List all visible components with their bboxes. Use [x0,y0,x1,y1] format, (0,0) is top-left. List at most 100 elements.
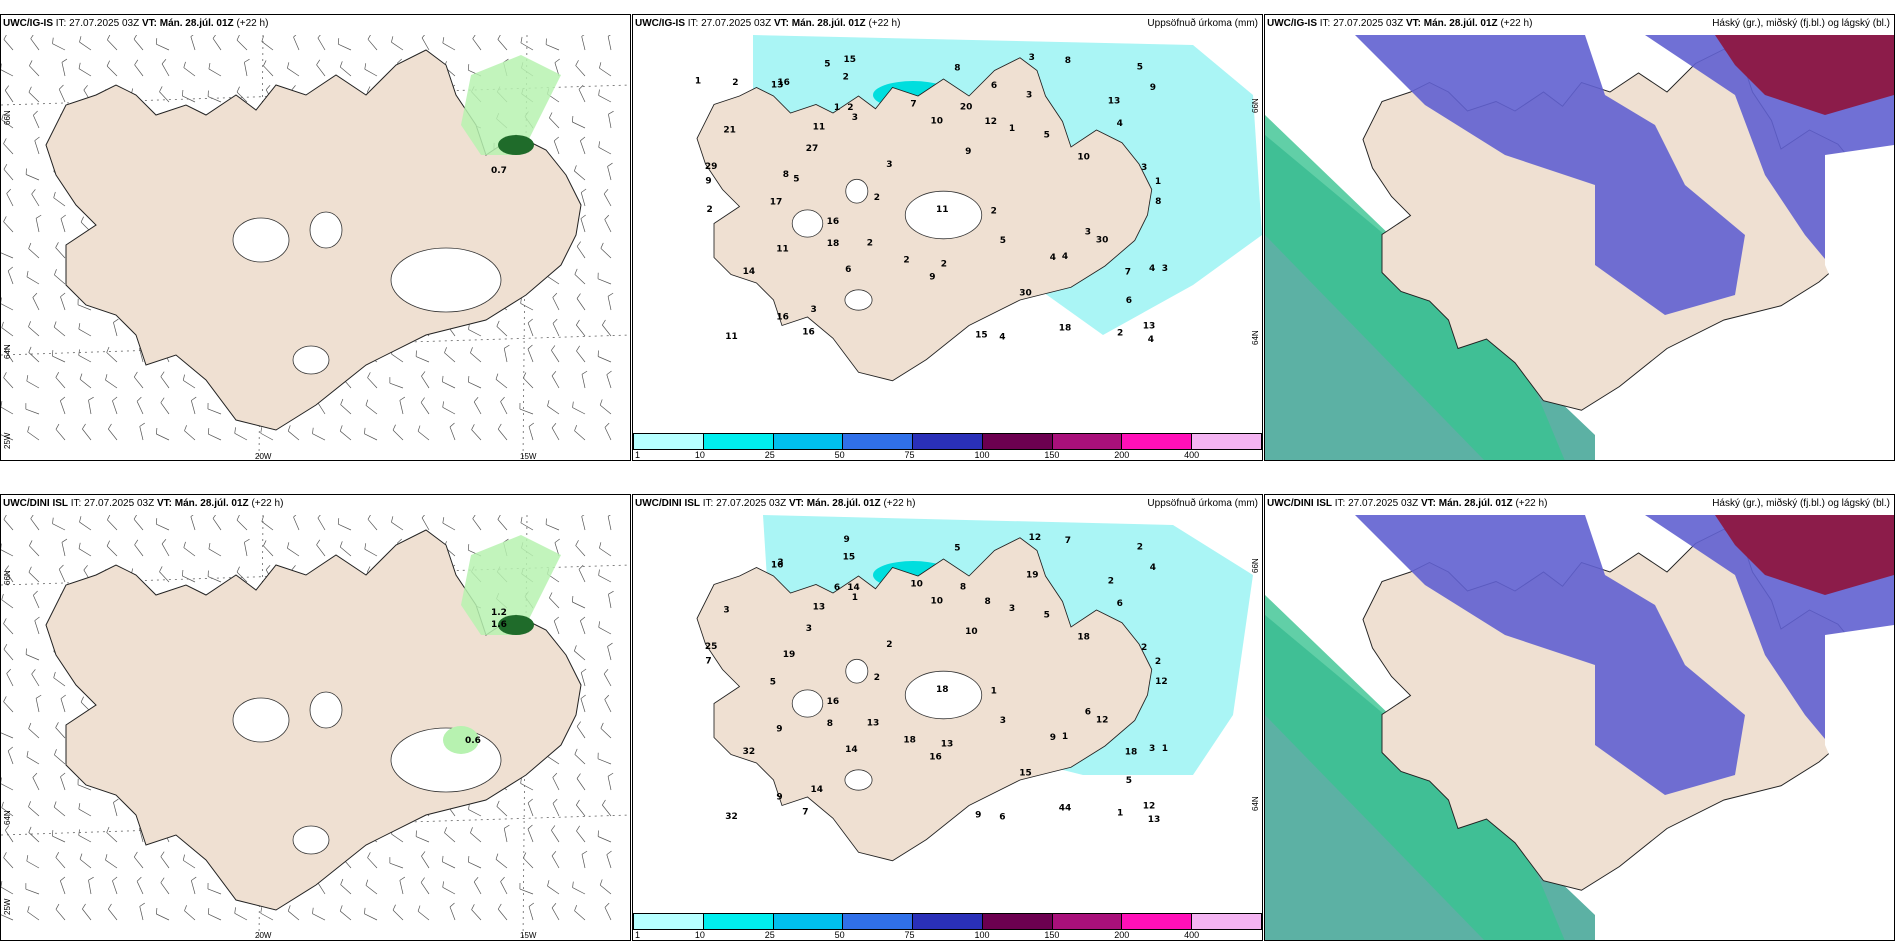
wind-barb-flag [552,772,558,778]
wind-barb [597,356,612,363]
wind-barb [54,274,66,285]
wind-barb [389,862,404,869]
wind-barb [133,38,144,51]
wind-barb-flag [208,542,211,550]
wind-barb-flag [442,375,444,382]
wind-barb-flag [133,371,138,378]
wind-barb-flag [367,372,371,378]
cloud-panel-top: UWC/IG-IS IT: 27.07.2025 03Z VT: Mán. 28… [1264,14,1895,461]
wind-barb-flag [417,425,421,432]
precip-value: 3 [1149,744,1155,754]
wind-barb [107,519,118,531]
precip-value: 10 [1077,152,1090,162]
wind-barb [551,375,560,389]
precip-value: 2 [886,640,892,650]
precip-value: 30 [1019,289,1032,299]
wind-barb-flag [159,86,163,92]
wind-barb [364,68,378,77]
wind-barb-flag [26,750,29,757]
wind-barb-flag [573,645,577,652]
wind-barb [497,519,508,531]
wind-barb [572,887,586,895]
low-cloud [1265,515,1595,940]
wind-barb [53,806,66,817]
precip-value: 4 [999,332,1005,342]
wind-barb [603,193,612,207]
wind-barb [183,547,196,557]
wind-barb-flag [55,423,60,430]
wind-barb [31,193,40,207]
wind-barb-flag [574,748,578,755]
precip-value: 8 [1155,197,1161,207]
high-cloud [1355,35,1745,315]
wind-barb-flag [134,59,139,66]
wind-barb-flag [7,266,13,272]
precip-value: 2 [1155,657,1161,667]
precip-value: 14 [811,785,824,795]
wind-barb-flag [88,876,94,881]
wind-barb [545,44,560,51]
lon-label-25w: 25W [3,432,12,449]
precip-value: 9 [705,176,711,186]
precip-value: 17 [770,198,783,208]
wind-barb-flag [1,321,4,328]
wind-barb [5,350,14,363]
wind-barb-flag [600,722,604,729]
wind-barb-flag [3,696,7,702]
wind-barb-flag [287,425,291,432]
wind-barb [28,92,40,103]
glacier [390,247,502,313]
wind-barb-flag [54,749,57,756]
wind-barb [88,400,92,415]
wind-barb-flag [397,538,402,544]
wind-barb-flag [607,292,614,297]
wind-barb-flag [6,668,11,674]
wind-barb [26,756,40,765]
wind-barb-flag [470,347,473,353]
precip-value: 9 [776,725,782,735]
wind-barb [367,39,378,51]
wind-barb [607,776,612,791]
wind-barb-flag [79,373,83,380]
wind-barb-flag [442,401,444,408]
wind-barb [31,673,40,687]
wind-barb-flag [234,907,236,914]
precip-value: 2 [903,256,909,266]
wind-barb [53,326,66,337]
precip-value: 3 [1009,604,1015,614]
precip-value: 7 [1065,536,1071,546]
wind-barb [338,43,352,51]
wind-barb-flag [391,516,394,523]
glacier [844,769,873,791]
wind-barb-flag [108,423,112,430]
wind-barb-flag [28,86,32,93]
wind-barb [523,857,534,869]
wind-barb-flag [33,590,38,596]
precip-value: 9 [975,810,981,820]
wind-barb-flag [367,35,371,40]
wind-barb [28,326,40,337]
wind-barb-flag [399,876,406,881]
wind-barb-flag [106,826,110,833]
wind-barb [32,595,40,609]
colorbar-swatch [913,434,983,449]
wind-barb [340,404,352,415]
lon-label-20w: 20W [255,452,272,461]
wind-barb-flag [60,214,66,219]
wind-barb-flag [504,824,510,829]
wind-barb-flag [551,423,557,429]
wind-barb-flag [31,669,36,675]
precip-value: 32 [743,747,756,757]
precip-value: 8 [827,719,833,729]
wind-barb [236,519,248,531]
precip-value: 2 [1117,329,1123,339]
wind-barb-flag [472,515,476,519]
wind-barb-flag [572,401,574,408]
cloud-map [1265,515,1894,940]
wind-barb [317,881,326,895]
wind-barb [3,519,14,531]
wind-barb-flag [60,694,66,699]
wind-barb-flag [554,58,560,63]
wind-barb [553,140,560,155]
wind-barb-flag [602,319,606,326]
